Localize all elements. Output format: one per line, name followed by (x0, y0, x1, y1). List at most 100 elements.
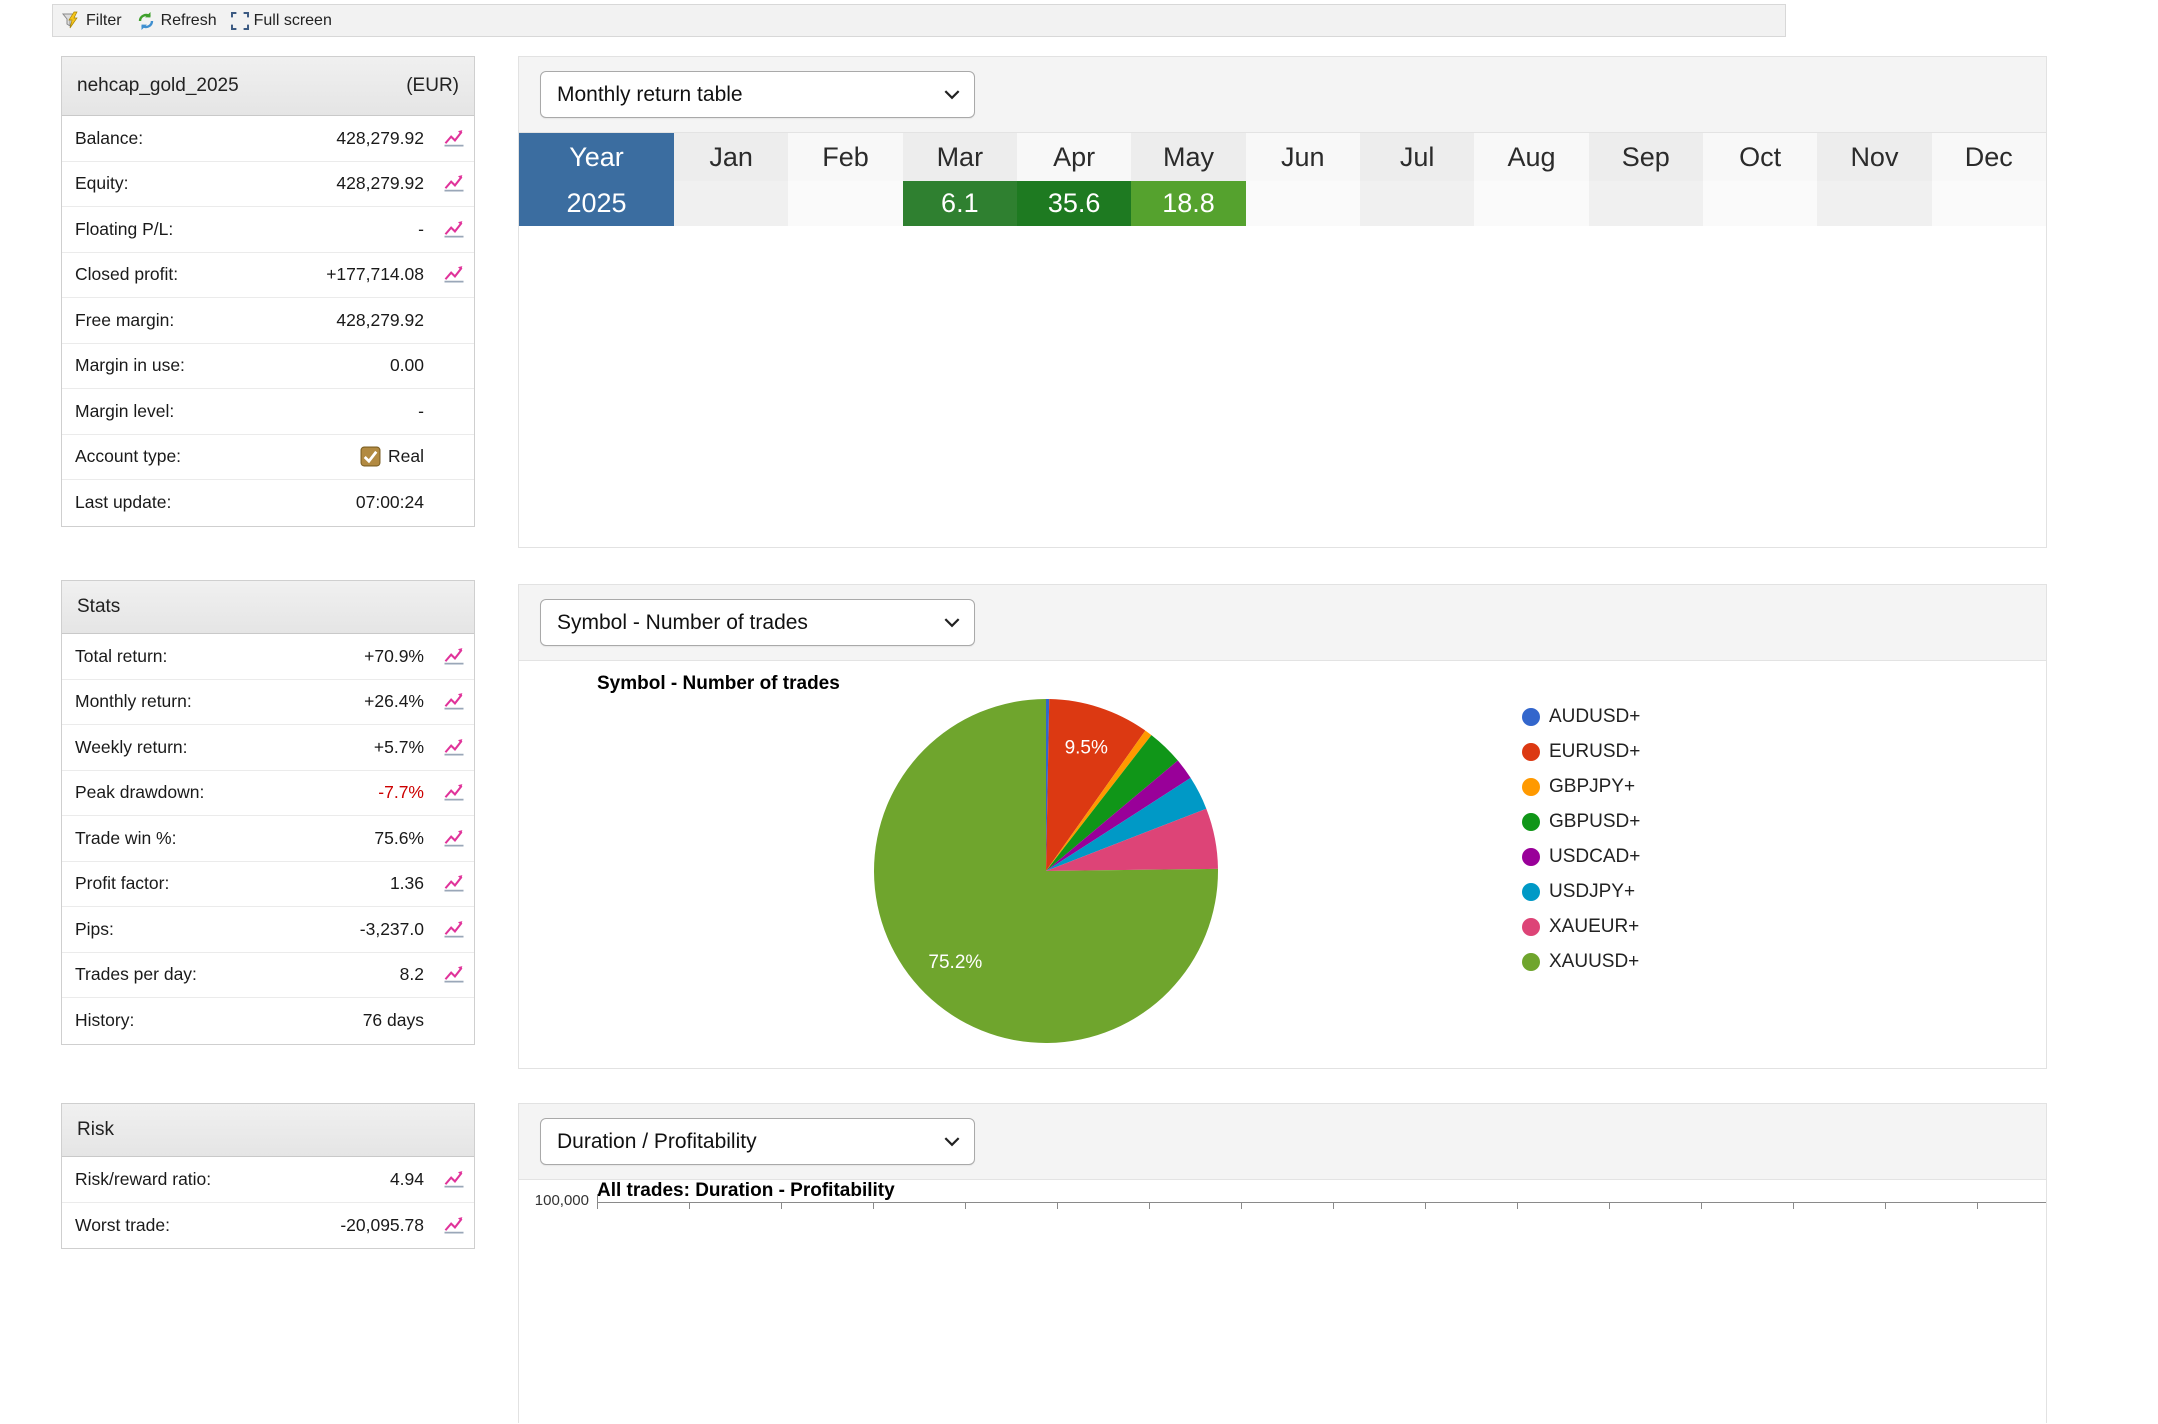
row-label: Floating P/L: (75, 218, 174, 239)
fullscreen-button[interactable]: Full screen (230, 11, 332, 30)
row-label: Account type: (75, 446, 182, 467)
row-label: Last update: (75, 492, 172, 513)
row-label: Risk/reward ratio: (75, 1168, 212, 1189)
legend-item: AUDUSD+ (1522, 699, 1640, 734)
month-column-header: Apr (1016, 133, 1132, 181)
symbol-trades-section: Symbol - Number of trades Symbol - Numbe… (518, 584, 2047, 1069)
duration-chart-title: All trades: Duration - Profitability (597, 1180, 895, 1201)
pie-section-head: Symbol - Number of trades (519, 585, 2046, 661)
open-chart-icon[interactable] (424, 738, 466, 757)
row-value: 75.6% (374, 827, 424, 848)
month-column-header: Mar (902, 133, 1017, 181)
account-currency: (EUR) (406, 75, 459, 96)
legend-dot-icon (1522, 812, 1540, 831)
refresh-button[interactable]: Refresh (136, 11, 217, 31)
duration-chart-area: All trades: Duration - Profitability 100… (519, 1180, 2046, 1424)
stats-row: Monthly return: +26.4% (62, 680, 474, 725)
row-label: Trade win %: (75, 827, 177, 848)
empty-month-cell (1817, 181, 1932, 226)
duration-y-axis (597, 1194, 598, 1203)
stats-row: Trade win %: 75.6% (62, 816, 474, 862)
pie-slice-label: 75.2% (928, 952, 982, 973)
row-label: Total return: (75, 645, 168, 666)
row-value: 76 days (362, 1010, 424, 1031)
row-value: 428,279.92 (336, 127, 424, 148)
row-value: 8.2 (399, 964, 424, 985)
pie-chart-area: Symbol - Number of trades 9.5% 75.2% AUDU… (519, 661, 2046, 1068)
refresh-label: Refresh (160, 11, 217, 29)
row-label: Worst trade: (75, 1214, 170, 1235)
row-value: - (418, 400, 424, 421)
chevron-down-icon (944, 89, 960, 99)
legend-dot-icon (1522, 882, 1540, 901)
month-column-header: Jul (1359, 133, 1475, 181)
open-chart-icon[interactable] (424, 874, 466, 893)
fullscreen-label: Full screen (253, 11, 332, 29)
month-column-header: Nov (1817, 133, 1932, 181)
account-row: Account type: Real (62, 435, 474, 480)
month-column-header: Jan (674, 133, 789, 181)
legend-label: USDCAD+ (1549, 845, 1641, 867)
row-label: Balance: (75, 127, 144, 148)
account-row: Last update: 07:00:24 (62, 480, 474, 526)
duration-profitability-section: Duration / Profitability All trades: Dur… (518, 1103, 2047, 1424)
row-value: +177,714.08 (326, 264, 424, 285)
open-chart-icon[interactable] (424, 174, 466, 193)
account-row: Floating P/L: - (62, 207, 474, 253)
stats-row: Trades per day: 8.2 (62, 953, 474, 998)
symbol-pie-chart: 9.5% 75.2% (873, 699, 1218, 1043)
open-chart-icon[interactable] (424, 265, 466, 284)
open-chart-icon[interactable] (424, 829, 466, 848)
legend-label: GBPUSD+ (1549, 810, 1641, 832)
pie-slice-GBPJPY (1046, 730, 1152, 871)
filter-button[interactable]: Filter (61, 11, 122, 31)
stats-panel-header: Stats (62, 581, 474, 634)
pie-slice-EURUSD (1046, 699, 1146, 871)
row-label: Margin level: (75, 400, 175, 421)
monthly-view-select-value: Monthly return table (557, 82, 743, 106)
open-chart-icon[interactable] (424, 920, 466, 939)
month-column-header: May (1131, 133, 1246, 181)
open-chart-icon[interactable] (424, 220, 466, 239)
toolbar: Filter Refresh Full screen (52, 4, 1786, 37)
year-cell: 2025 (519, 181, 674, 226)
open-chart-icon[interactable] (424, 129, 466, 148)
row-value: +26.4% (364, 691, 424, 712)
symbol-view-select[interactable]: Symbol - Number of trades (540, 599, 975, 646)
empty-month-cell (1588, 181, 1703, 226)
chevron-down-icon (944, 617, 960, 627)
month-column-header: Dec (1931, 133, 2046, 181)
duration-section-head: Duration / Profitability (519, 1104, 2046, 1180)
row-value: Real (360, 446, 424, 467)
filter-icon (61, 11, 81, 31)
month-column-header: Feb (788, 133, 903, 181)
legend-label: GBPJPY+ (1549, 775, 1636, 797)
legend-dot-icon (1522, 952, 1540, 971)
chevron-down-icon (944, 1136, 960, 1146)
open-chart-icon[interactable] (424, 647, 466, 666)
legend-label: XAUEUR+ (1549, 915, 1640, 937)
row-label: Pips: (75, 918, 114, 939)
duration-y-axis-tick: 100,000 (534, 1192, 589, 1209)
open-chart-icon[interactable] (424, 1170, 466, 1189)
month-column-header: Sep (1588, 133, 1703, 181)
row-label: Closed profit: (75, 264, 179, 285)
open-chart-icon[interactable] (424, 965, 466, 984)
open-chart-icon[interactable] (424, 1216, 466, 1235)
pie-slice-USDJPY (1046, 777, 1207, 871)
open-chart-icon[interactable] (424, 692, 466, 711)
account-row: Balance: 428,279.92 (62, 116, 474, 162)
stats-row: Profit factor: 1.36 (62, 862, 474, 907)
open-chart-icon[interactable] (424, 783, 466, 802)
legend-label: EURUSD+ (1549, 740, 1641, 762)
risk-row: Worst trade: -20,095.78 (62, 1203, 474, 1249)
duration-view-select[interactable]: Duration / Profitability (540, 1118, 975, 1165)
monthly-view-select[interactable]: Monthly return table (540, 71, 975, 118)
row-label: Free margin: (75, 309, 175, 330)
monthly-section-head: Monthly return table (519, 57, 2046, 133)
table-row: 2025 6.1 35.6 18.8 (519, 181, 2046, 226)
fullscreen-icon (230, 11, 249, 30)
legend-item: GBPUSD+ (1522, 804, 1640, 839)
row-label: Trades per day: (75, 964, 197, 985)
symbol-view-select-value: Symbol - Number of trades (557, 610, 808, 634)
